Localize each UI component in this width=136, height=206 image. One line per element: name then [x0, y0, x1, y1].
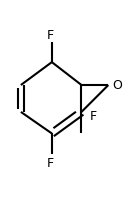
- Text: F: F: [89, 110, 97, 123]
- Text: F: F: [47, 28, 54, 41]
- Text: O: O: [112, 78, 122, 91]
- Text: F: F: [47, 157, 54, 170]
